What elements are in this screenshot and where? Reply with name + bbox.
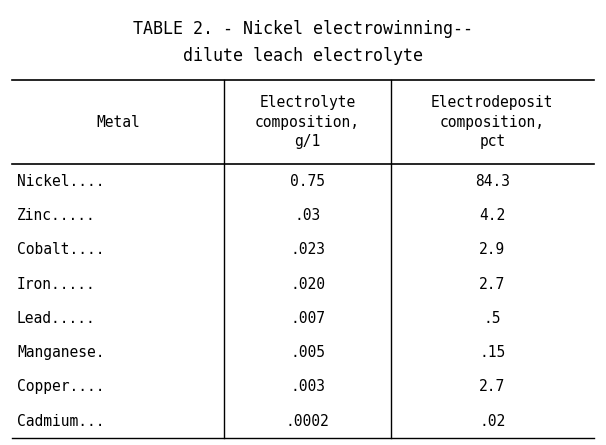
Text: 2.9: 2.9 (479, 243, 505, 257)
Text: .0002: .0002 (285, 414, 330, 429)
Text: .007: .007 (290, 311, 325, 326)
Text: Cobalt....: Cobalt.... (17, 243, 104, 257)
Text: .15: .15 (479, 345, 505, 360)
Text: Cadmium...: Cadmium... (17, 414, 104, 429)
Text: Zinc.....: Zinc..... (17, 208, 96, 223)
Text: Iron.....: Iron..... (17, 277, 96, 291)
Text: Electrodeposit
composition,
pct: Electrodeposit composition, pct (431, 96, 554, 149)
Text: Metal: Metal (96, 115, 140, 129)
Text: TABLE 2. - Nickel electrowinning--: TABLE 2. - Nickel electrowinning-- (133, 20, 473, 38)
Text: .5: .5 (484, 311, 501, 326)
Text: .02: .02 (479, 414, 505, 429)
Text: .020: .020 (290, 277, 325, 291)
Text: .003: .003 (290, 380, 325, 394)
Text: 84.3: 84.3 (475, 174, 510, 189)
Text: Copper....: Copper.... (17, 380, 104, 394)
Text: dilute leach electrolyte: dilute leach electrolyte (183, 47, 423, 65)
Text: .03: .03 (295, 208, 321, 223)
Text: Manganese.: Manganese. (17, 345, 104, 360)
Text: 4.2: 4.2 (479, 208, 505, 223)
Text: Lead.....: Lead..... (17, 311, 96, 326)
Text: 2.7: 2.7 (479, 277, 505, 291)
Text: .023: .023 (290, 243, 325, 257)
Text: Electrolyte
composition,
g/1: Electrolyte composition, g/1 (255, 96, 360, 149)
Text: 2.7: 2.7 (479, 380, 505, 394)
Text: 0.75: 0.75 (290, 174, 325, 189)
Text: .005: .005 (290, 345, 325, 360)
Text: Nickel....: Nickel.... (17, 174, 104, 189)
